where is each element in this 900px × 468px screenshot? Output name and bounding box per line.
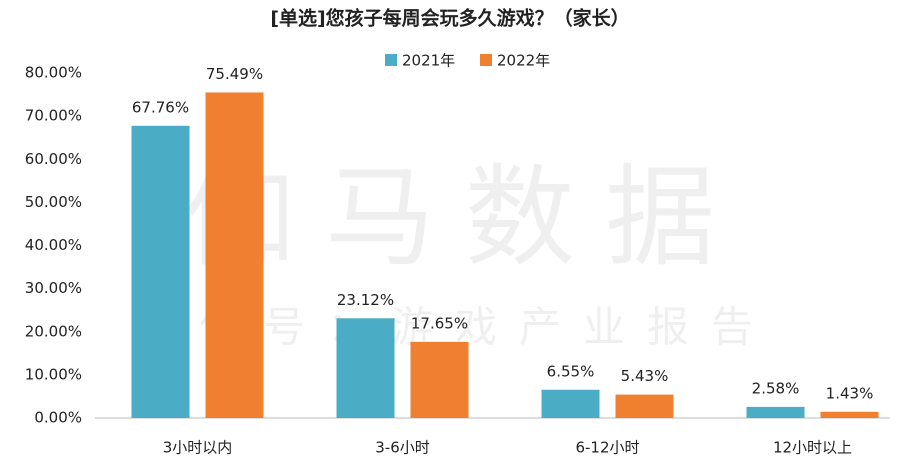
y-tick-label: 0.00% [34,409,82,427]
y-tick-label: 20.00% [25,322,82,340]
bar [336,318,395,418]
watermark: 伽马数据 [185,153,745,281]
legend-swatch [385,54,397,66]
data-label: 23.12% [337,291,394,309]
y-tick-label: 60.00% [25,150,82,168]
bar [615,394,674,418]
data-label: 67.76% [132,98,189,116]
x-tick-label: 3-6小时 [375,439,430,457]
y-tick-label: 30.00% [25,279,82,297]
data-label: 2.58% [752,379,800,397]
y-tick-label: 80.00% [25,64,82,82]
legend-label: 2022年 [497,52,550,70]
data-label: 1.43% [826,384,874,402]
data-label: 6.55% [547,362,595,380]
bar [541,389,600,418]
chart-title: [单选]您孩子每周会玩多久游戏？（家长） [270,7,629,30]
x-tick-label: 3小时以内 [163,439,233,457]
x-tick-label: 6-12小时 [575,439,639,457]
bar [410,341,469,418]
legend-label: 2021年 [402,52,455,70]
bar [820,411,879,418]
data-label: 17.65% [411,314,468,332]
data-label: 75.49% [206,65,263,83]
bar [131,125,190,418]
y-tick-label: 10.00% [25,365,82,383]
y-tick-label: 40.00% [25,236,82,254]
legend-swatch [480,54,492,66]
bar [205,92,264,418]
y-tick-label: 70.00% [25,107,82,125]
x-tick-label: 12小时以上 [773,439,852,457]
data-label: 5.43% [621,367,669,385]
y-tick-label: 50.00% [25,193,82,211]
bar [746,406,805,418]
